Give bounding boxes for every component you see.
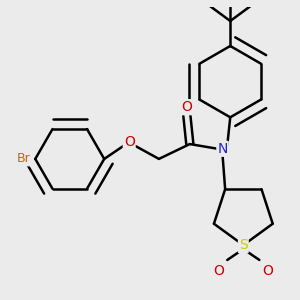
Text: O: O: [182, 100, 192, 114]
Text: S: S: [239, 238, 248, 252]
Text: O: O: [214, 264, 224, 278]
Text: N: N: [217, 142, 228, 156]
Text: Br: Br: [17, 152, 31, 165]
Text: O: O: [262, 264, 273, 278]
Text: O: O: [124, 135, 135, 149]
